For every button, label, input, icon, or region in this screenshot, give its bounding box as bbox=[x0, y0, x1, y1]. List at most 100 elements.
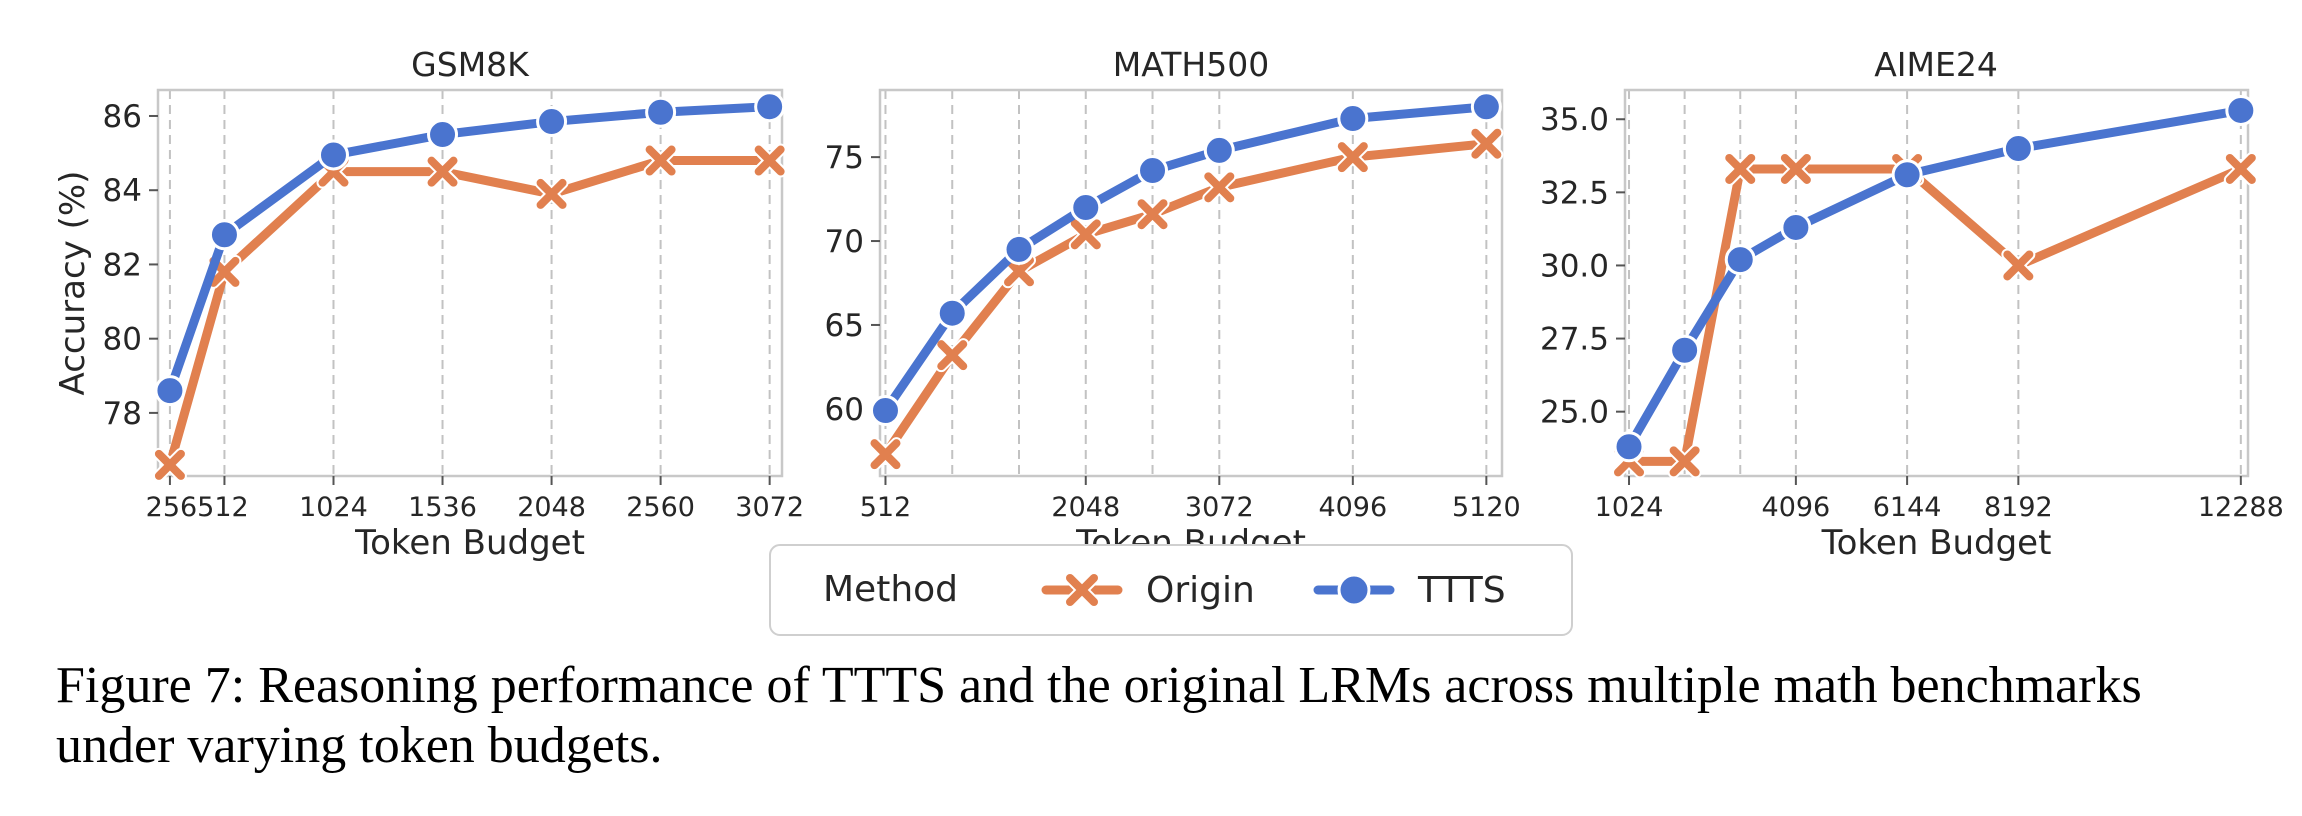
x-tick-label: 1536 bbox=[408, 492, 477, 523]
data-point-circle bbox=[1070, 191, 1102, 223]
x-tick-label: 1024 bbox=[1595, 492, 1664, 523]
y-tick-label: 32.5 bbox=[1540, 175, 1609, 211]
x-tick-label: 2048 bbox=[1051, 492, 1120, 523]
legend-entry-ttts: TTTS bbox=[1313, 570, 1506, 611]
chart-panel-0: 78 80 82 84 86 256512 1024 1536 2048 2560 3072 GSM8… bbox=[53, 45, 804, 563]
data-point-circle bbox=[2225, 94, 2257, 126]
charts-area: 78 80 82 84 86 256512 1024 1536 2048 2560 3072 GSM8… bbox=[53, 45, 2284, 563]
chart-panel-2: 25.0 27.5 30.0 32.5 35.0 1024 4096 6144 8192 1228… bbox=[1540, 45, 2284, 563]
y-tick-label: 27.5 bbox=[1540, 322, 1609, 358]
x-marker-stroke bbox=[536, 178, 567, 209]
x-tick-label: 1024 bbox=[299, 492, 368, 523]
x-marker-stroke bbox=[2225, 153, 2256, 184]
series-ttts bbox=[1613, 94, 2257, 463]
x-tick-label: 12288 bbox=[2198, 492, 2284, 523]
data-point-x bbox=[643, 143, 678, 178]
legend-origin-x-marker bbox=[1064, 572, 1100, 608]
axes-frame bbox=[1623, 88, 2250, 478]
series-origin bbox=[1612, 151, 2258, 479]
x-tick-label: 4096 bbox=[1762, 492, 1831, 523]
data-point-x bbox=[752, 143, 787, 178]
x-marker-stroke bbox=[937, 340, 968, 371]
y-axis-label: Accuracy (%) bbox=[53, 171, 93, 396]
data-point-x bbox=[1068, 217, 1103, 252]
y-tick-label: 82 bbox=[103, 247, 142, 283]
y-tick-label: 75 bbox=[825, 140, 864, 176]
data-point-circle bbox=[427, 119, 459, 151]
legend-entry-origin: Origin bbox=[1041, 570, 1255, 611]
x-marker-stroke bbox=[1070, 219, 1101, 250]
x-marker-stroke bbox=[1337, 142, 1368, 173]
data-point-circle bbox=[154, 375, 186, 407]
data-point-circle bbox=[645, 96, 677, 128]
data-point-x bbox=[1002, 254, 1037, 289]
x-tick-label: 2560 bbox=[626, 492, 695, 523]
x-marker-stroke bbox=[1725, 153, 1756, 184]
data-point-circle bbox=[754, 91, 786, 123]
data-point-circle bbox=[1724, 244, 1756, 276]
x-tick-label: 6144 bbox=[1873, 492, 1942, 523]
series-ttts bbox=[869, 91, 1502, 427]
x-tick-label: 3072 bbox=[1185, 492, 1254, 523]
series-origin bbox=[152, 143, 787, 482]
data-point-circle bbox=[1613, 431, 1645, 463]
data-point-x bbox=[868, 437, 903, 472]
figure-caption: Figure 7: Reasoning performance of TTTS … bbox=[56, 657, 2142, 774]
data-point-circle bbox=[1137, 155, 1169, 187]
y-tick-label: 35.0 bbox=[1540, 102, 1609, 138]
data-point-circle bbox=[936, 297, 968, 329]
data-point-circle bbox=[1891, 159, 1923, 191]
y-tick-label: 60 bbox=[825, 392, 864, 428]
data-point-circle bbox=[208, 219, 240, 251]
legend-label-ttts: TTTS bbox=[1417, 570, 1506, 611]
axes-frame bbox=[878, 88, 1504, 478]
chart-title: AIME24 bbox=[1874, 45, 1998, 84]
data-point-circle bbox=[1669, 334, 1701, 366]
data-point-x bbox=[152, 447, 187, 482]
data-point-x bbox=[1202, 170, 1237, 205]
x-tick-label: 8192 bbox=[1984, 492, 2053, 523]
legend-ttts-o-marker bbox=[1337, 573, 1371, 607]
data-point-circle bbox=[536, 106, 568, 138]
data-point-circle bbox=[317, 139, 349, 171]
x-marker-stroke bbox=[754, 145, 785, 176]
legend-title: Method bbox=[823, 569, 958, 610]
x-marker-stroke bbox=[1780, 153, 1811, 184]
data-point-x bbox=[2223, 151, 2258, 186]
data-point-x bbox=[935, 338, 970, 373]
x-marker-stroke bbox=[427, 156, 458, 187]
data-point-x bbox=[1778, 151, 1813, 186]
y-tick-label: 84 bbox=[103, 173, 142, 209]
legend: Method Origin TTTS bbox=[769, 544, 1573, 636]
data-point-circle bbox=[1470, 91, 1502, 123]
legend-box bbox=[769, 544, 1573, 636]
x-tick-label: 256512 bbox=[146, 492, 249, 523]
y-tick-label: 78 bbox=[103, 396, 142, 432]
series-line-origin bbox=[880, 139, 1491, 459]
y-tick-label: 25.0 bbox=[1540, 395, 1609, 431]
x-marker-stroke bbox=[1471, 128, 1502, 159]
x-marker-stroke bbox=[1204, 172, 1235, 203]
data-point-circle bbox=[1337, 103, 1369, 135]
series-ttts bbox=[154, 91, 786, 407]
x-marker-stroke bbox=[209, 256, 240, 287]
y-tick-label: 80 bbox=[103, 322, 142, 358]
data-point-x bbox=[1723, 151, 1758, 186]
data-point-circle bbox=[869, 395, 901, 427]
axes-frame bbox=[156, 88, 784, 478]
x-axis-label: Token Budget bbox=[1821, 523, 2052, 563]
data-point-circle bbox=[1780, 211, 1812, 243]
x-marker-stroke bbox=[870, 439, 901, 470]
chart-title: MATH500 bbox=[1113, 45, 1269, 84]
data-point-x bbox=[1335, 140, 1370, 175]
data-point-circle bbox=[2002, 132, 2034, 164]
legend-label-origin: Origin bbox=[1146, 570, 1255, 611]
y-tick-label: 86 bbox=[103, 99, 142, 135]
data-point-x bbox=[425, 154, 460, 189]
x-tick-label: 4096 bbox=[1318, 492, 1387, 523]
y-tick-label: 65 bbox=[825, 308, 864, 344]
x-marker-stroke bbox=[2003, 250, 2034, 281]
series-line-ttts bbox=[165, 102, 775, 396]
data-point-x bbox=[1135, 197, 1170, 232]
x-marker-stroke bbox=[1004, 256, 1035, 287]
